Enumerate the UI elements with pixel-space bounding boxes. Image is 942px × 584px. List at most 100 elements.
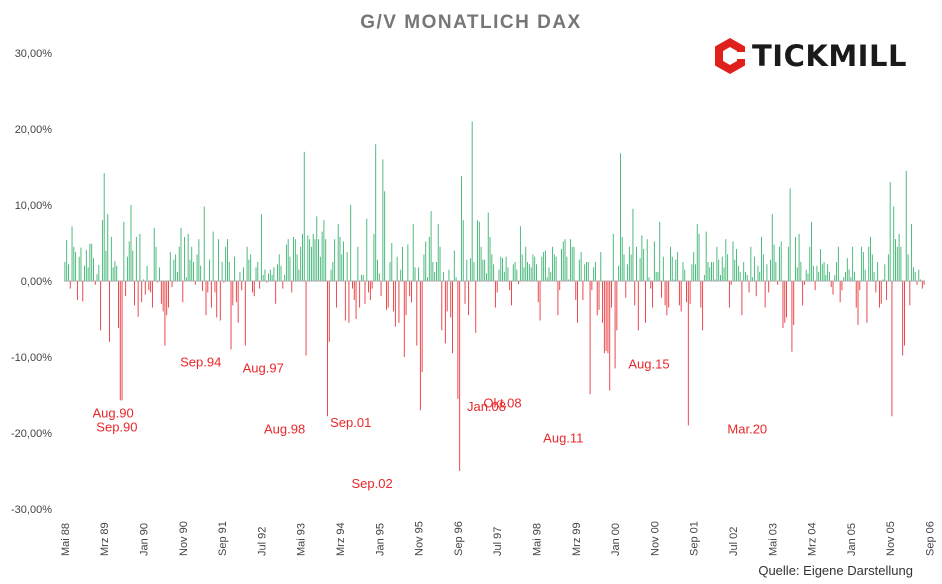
bar	[146, 265, 148, 281]
bar	[893, 206, 895, 281]
bar	[757, 265, 759, 281]
bar	[886, 281, 888, 300]
bar	[368, 281, 370, 293]
bar	[462, 220, 464, 281]
bar	[160, 281, 162, 304]
bar	[480, 246, 482, 281]
logo-text: TICKMILL	[752, 39, 907, 73]
bar	[720, 274, 721, 281]
bar	[443, 271, 445, 281]
bar	[419, 281, 421, 411]
bar	[84, 265, 85, 281]
bar	[841, 281, 843, 291]
bar	[284, 274, 286, 281]
bar	[473, 262, 475, 281]
bar	[173, 259, 175, 281]
bar	[269, 269, 271, 281]
bar	[887, 254, 889, 281]
bar	[752, 277, 754, 281]
bar	[489, 236, 491, 281]
bar	[803, 281, 805, 285]
bar	[623, 254, 625, 281]
bar	[855, 281, 857, 308]
x-tick-label: Mai 88	[60, 523, 72, 556]
bar	[239, 271, 241, 281]
bar	[377, 259, 378, 281]
y-tick-label: 0,00%	[21, 276, 52, 288]
bar	[193, 262, 194, 281]
bar	[455, 277, 457, 281]
bar	[716, 246, 718, 281]
bar	[151, 281, 153, 308]
bar	[546, 277, 548, 281]
bar	[637, 281, 639, 331]
bar	[477, 220, 478, 281]
bar	[198, 239, 200, 281]
bar	[164, 281, 166, 346]
bar	[527, 262, 528, 281]
bar	[707, 262, 709, 281]
bar	[143, 279, 144, 281]
bar	[618, 265, 620, 281]
bar	[323, 220, 325, 281]
bar	[453, 250, 455, 281]
bar	[646, 239, 648, 281]
bar	[471, 121, 473, 282]
bar	[394, 281, 396, 327]
bar	[69, 281, 71, 289]
bar	[721, 256, 723, 281]
bar	[430, 211, 432, 281]
bar	[511, 281, 512, 306]
bar	[836, 262, 838, 281]
annotation-label: Aug.15	[628, 357, 669, 372]
bar	[114, 261, 116, 281]
bar	[137, 281, 139, 317]
bar	[516, 269, 518, 281]
bar	[837, 246, 839, 281]
bar	[748, 281, 750, 293]
bar	[293, 236, 294, 281]
bar	[502, 258, 503, 281]
bar	[530, 267, 532, 281]
bar	[702, 281, 704, 331]
bar	[478, 221, 480, 281]
bar	[648, 277, 650, 281]
bar	[398, 281, 400, 323]
bar	[759, 271, 761, 281]
bar	[861, 246, 863, 281]
bar	[653, 241, 655, 281]
bar	[695, 264, 696, 281]
bar	[845, 271, 846, 281]
bar	[582, 281, 584, 300]
bar	[555, 256, 557, 281]
bar	[782, 281, 784, 329]
annotation-label: Aug.97	[243, 361, 284, 376]
bar	[675, 259, 677, 281]
bar	[773, 244, 775, 281]
bar	[482, 259, 484, 281]
bar	[352, 281, 353, 289]
bar	[812, 265, 814, 281]
bar	[889, 182, 891, 281]
bar	[766, 264, 768, 281]
bar	[879, 281, 880, 308]
bar	[750, 246, 752, 281]
bar	[904, 281, 905, 346]
x-tick-label: Sep 06	[925, 521, 937, 556]
x-tick-label: Jul 02	[728, 527, 740, 556]
bar	[898, 233, 900, 281]
x-tick-label: Jan 95	[374, 523, 386, 556]
bar	[280, 265, 282, 281]
bar	[700, 281, 702, 308]
bar	[552, 246, 553, 281]
bar	[664, 281, 666, 306]
annotation-label: Aug.90	[92, 405, 133, 420]
bar	[218, 239, 219, 281]
bar	[277, 264, 278, 281]
bar	[832, 281, 834, 295]
bar	[366, 218, 368, 281]
bar	[859, 281, 861, 291]
bar	[201, 281, 203, 291]
bar	[200, 265, 202, 281]
bar	[909, 281, 911, 306]
